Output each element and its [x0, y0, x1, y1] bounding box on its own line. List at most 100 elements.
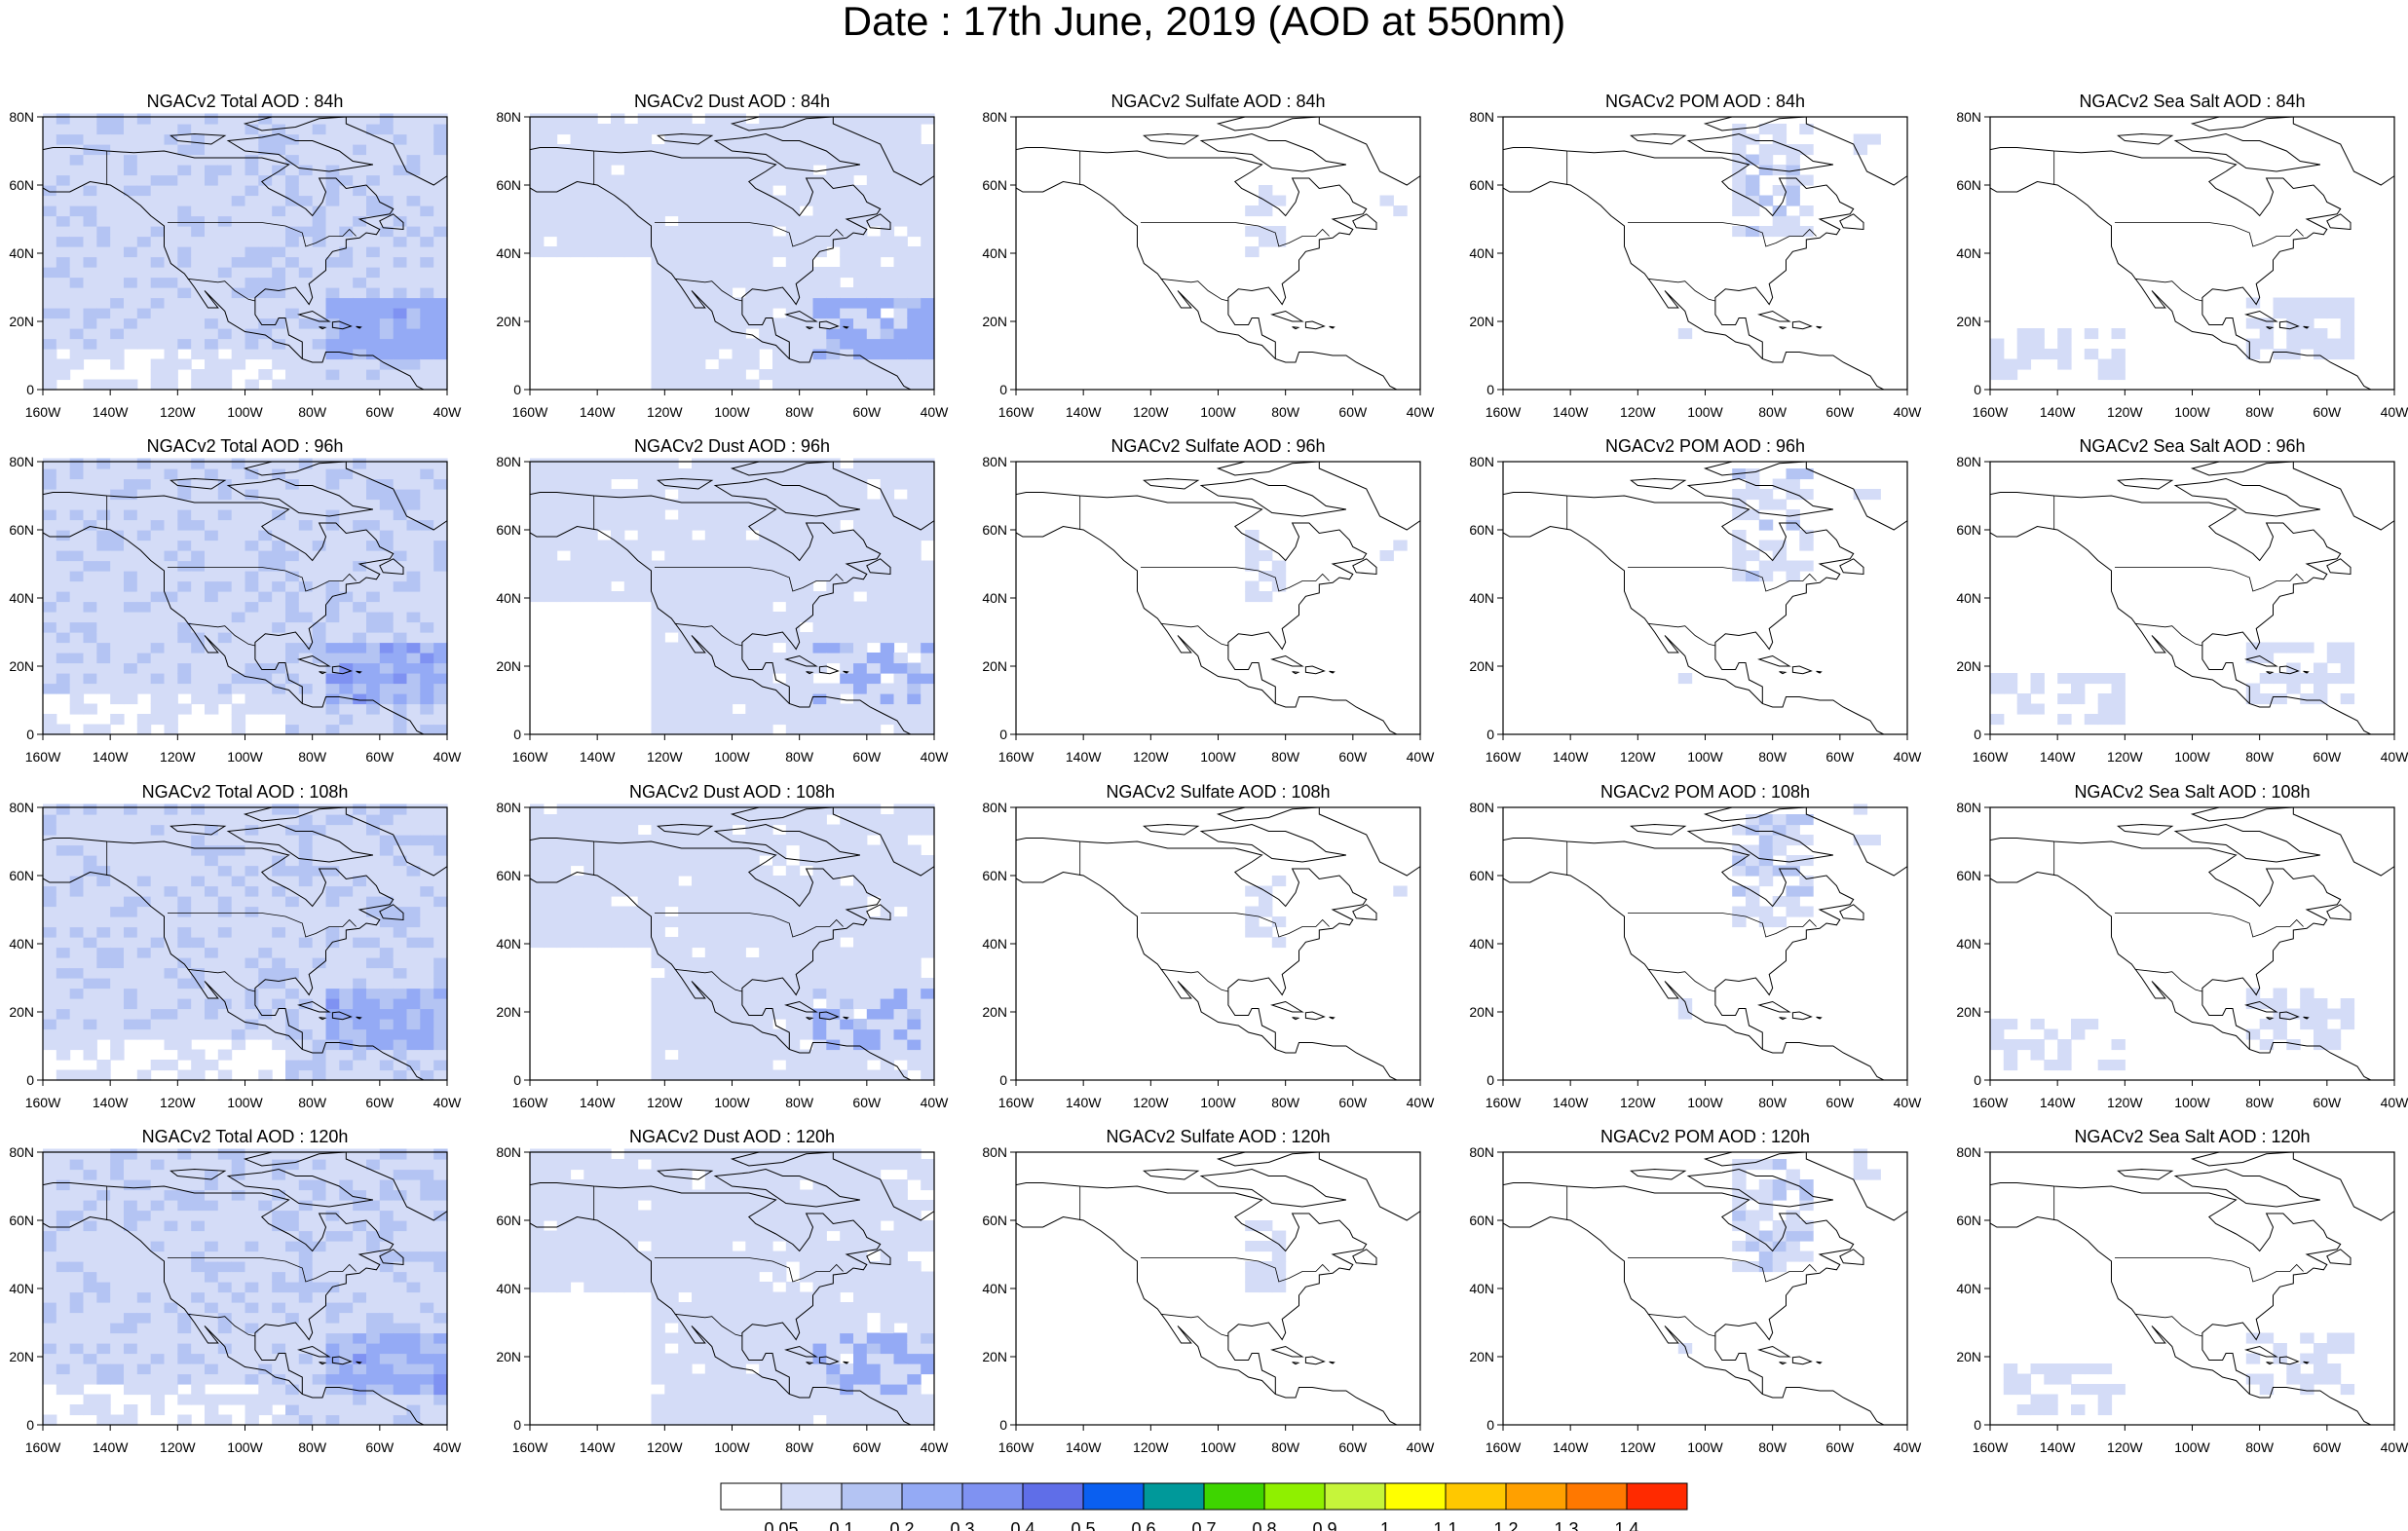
- lat-tick-label: 60N: [1469, 1213, 1494, 1228]
- panel-title: NGACv2 Sea Salt AOD : 84h: [2079, 92, 2305, 111]
- lat-tick-label: 80N: [9, 1144, 34, 1160]
- lon-tick-label: 60W: [852, 1439, 882, 1455]
- lat-tick-label: 80N: [982, 454, 1007, 469]
- figure-title: Date : 17th June, 2019 (AOD at 550nm): [842, 0, 1566, 44]
- panel-title: NGACv2 Total AOD : 96h: [147, 436, 344, 456]
- lon-tick-label: 60W: [2313, 1439, 2342, 1455]
- lon-tick-label: 80W: [1271, 1095, 1300, 1110]
- lon-tick-label: 120W: [647, 1095, 683, 1110]
- lon-tick-label: 80W: [1271, 1439, 1300, 1455]
- panel-title: NGACv2 Sea Salt AOD : 96h: [2079, 436, 2305, 456]
- panel-title: NGACv2 Sulfate AOD : 96h: [1110, 436, 1325, 456]
- map-panel-svg: NGACv2 Total AOD : 108h 160W 140W 120W 100W 8…: [9, 782, 462, 1110]
- lon-tick-label: 100W: [1687, 404, 1723, 420]
- lon-tick-label: 160W: [998, 749, 1035, 765]
- lon-tick-label: 60W: [365, 1095, 395, 1110]
- lon-tick-label: 140W: [580, 1439, 616, 1455]
- lon-tick-label: 100W: [1200, 404, 1236, 420]
- colorbar-swatch: [1384, 1482, 1447, 1511]
- lon-tick-label: 100W: [1687, 749, 1723, 765]
- coastline-outline: [1503, 117, 1907, 390]
- colorbar-swatch: [1565, 1482, 1628, 1511]
- lat-tick-label: 60N: [496, 1213, 521, 1228]
- lat-tick-label: 0: [1974, 1072, 1981, 1088]
- map-panel-svg: NGACv2 Dust AOD : 96h 160W 140W 120W 100W 80W…: [496, 436, 949, 765]
- lon-tick-label: 40W: [1894, 404, 1923, 420]
- lon-tick-label: 80W: [1758, 404, 1787, 420]
- lon-tick-label: 140W: [580, 404, 616, 420]
- lon-tick-label: 80W: [2245, 1095, 2275, 1110]
- panel-title: NGACv2 Dust AOD : 96h: [634, 436, 830, 456]
- lon-tick-label: 100W: [227, 1439, 263, 1455]
- map-panel: NGACv2 Total AOD : 96h 160W 140W 120W 100W 80…: [0, 429, 463, 775]
- lon-tick-label: 120W: [1133, 404, 1169, 420]
- coastline-outline: [43, 807, 447, 1080]
- lat-tick-label: 80N: [496, 109, 521, 125]
- map-panel-svg: NGACv2 Sulfate AOD : 108h 160W 140W 120W 100…: [982, 782, 1435, 1110]
- colorbar-label: 0.2: [889, 1519, 914, 1531]
- map-panel-svg: NGACv2 Sulfate AOD : 120h 160W 140W 120W 100…: [982, 1127, 1436, 1455]
- lon-tick-label: 100W: [227, 749, 263, 765]
- map-panel-svg: NGACv2 Total AOD : 96h 160W 140W 120W 100W 80…: [9, 436, 462, 765]
- lat-tick-label: 20N: [982, 1004, 1007, 1020]
- lon-tick-label: 120W: [1133, 1095, 1169, 1110]
- lon-tick-label: 80W: [1758, 1095, 1787, 1110]
- coastline-outline: [530, 117, 934, 390]
- lon-tick-label: 160W: [1486, 1439, 1522, 1455]
- lon-tick-label: 40W: [1407, 1439, 1436, 1455]
- lat-tick-label: 40N: [1469, 936, 1494, 952]
- map-panel-svg: NGACv2 Dust AOD : 120h 160W 140W 120W 100W 80…: [496, 1127, 949, 1455]
- lat-tick-label: 0: [1486, 1072, 1494, 1088]
- lon-tick-label: 100W: [1200, 1095, 1236, 1110]
- lon-tick-label: 140W: [93, 749, 129, 765]
- panel-title: NGACv2 Dust AOD : 84h: [634, 92, 830, 111]
- lat-tick-label: 60N: [982, 868, 1007, 883]
- lon-tick-label: 160W: [1973, 749, 2009, 765]
- colorbar-swatch: [720, 1482, 782, 1511]
- lon-tick-label: 80W: [298, 1439, 327, 1455]
- lon-tick-label: 80W: [1271, 404, 1300, 420]
- aod-field: [1245, 530, 1408, 603]
- lon-tick-label: 80W: [785, 1095, 814, 1110]
- lon-tick-label: 100W: [714, 404, 750, 420]
- lon-tick-label: 160W: [1973, 404, 2009, 420]
- map-panel: NGACv2 Sea Salt AOD : 96h 160W 140W 120W 100…: [1947, 429, 2408, 775]
- lon-tick-label: 60W: [2313, 1095, 2342, 1110]
- lon-tick-label: 80W: [1758, 749, 1787, 765]
- lat-tick-label: 80N: [1469, 109, 1494, 125]
- lat-tick-label: 80N: [1469, 800, 1494, 815]
- lon-tick-label: 40W: [2381, 404, 2408, 420]
- aod-field: [2003, 1332, 2355, 1416]
- lon-tick-label: 60W: [1338, 1439, 1368, 1455]
- coastline-outline: [1990, 117, 2394, 390]
- lat-tick-label: 20N: [1956, 1004, 1981, 1020]
- lon-tick-label: 140W: [2040, 749, 2076, 765]
- lon-tick-label: 80W: [785, 404, 814, 420]
- lat-tick-label: 80N: [496, 454, 521, 469]
- aod-field: [530, 458, 935, 735]
- map-panel-svg: NGACv2 POM AOD : 108h 160W 140W 120W 100W 80W…: [1469, 782, 1922, 1110]
- lon-tick-label: 100W: [714, 749, 750, 765]
- colorbar-label: 1.4: [1614, 1519, 1638, 1531]
- lat-tick-label: 0: [26, 1417, 34, 1433]
- lat-tick-label: 60N: [9, 522, 34, 538]
- colorbar-swatch: [1505, 1482, 1567, 1511]
- lon-tick-label: 80W: [785, 749, 814, 765]
- lon-tick-label: 160W: [512, 1439, 548, 1455]
- aod-field: [43, 1148, 448, 1426]
- coastline-outline: [1503, 1152, 1907, 1425]
- lon-tick-label: 160W: [512, 404, 548, 420]
- lon-tick-label: 120W: [160, 1439, 196, 1455]
- lat-tick-label: 20N: [982, 658, 1007, 674]
- map-panel-svg: NGACv2 Sea Salt AOD : 120h 160W 140W 120W 10…: [1956, 1127, 2408, 1455]
- lat-tick-label: 40N: [1956, 1281, 1981, 1296]
- lat-tick-label: 0: [513, 1417, 521, 1433]
- lat-tick-label: 0: [999, 727, 1007, 742]
- panel-title: NGACv2 Sea Salt AOD : 108h: [2074, 782, 2310, 802]
- lon-tick-label: 60W: [2313, 749, 2342, 765]
- aod-field: [1990, 297, 2355, 381]
- lon-tick-label: 60W: [1825, 404, 1855, 420]
- coastline-outline: [1016, 1152, 1420, 1425]
- colorbar-swatch: [901, 1482, 963, 1511]
- lat-tick-label: 0: [26, 382, 34, 397]
